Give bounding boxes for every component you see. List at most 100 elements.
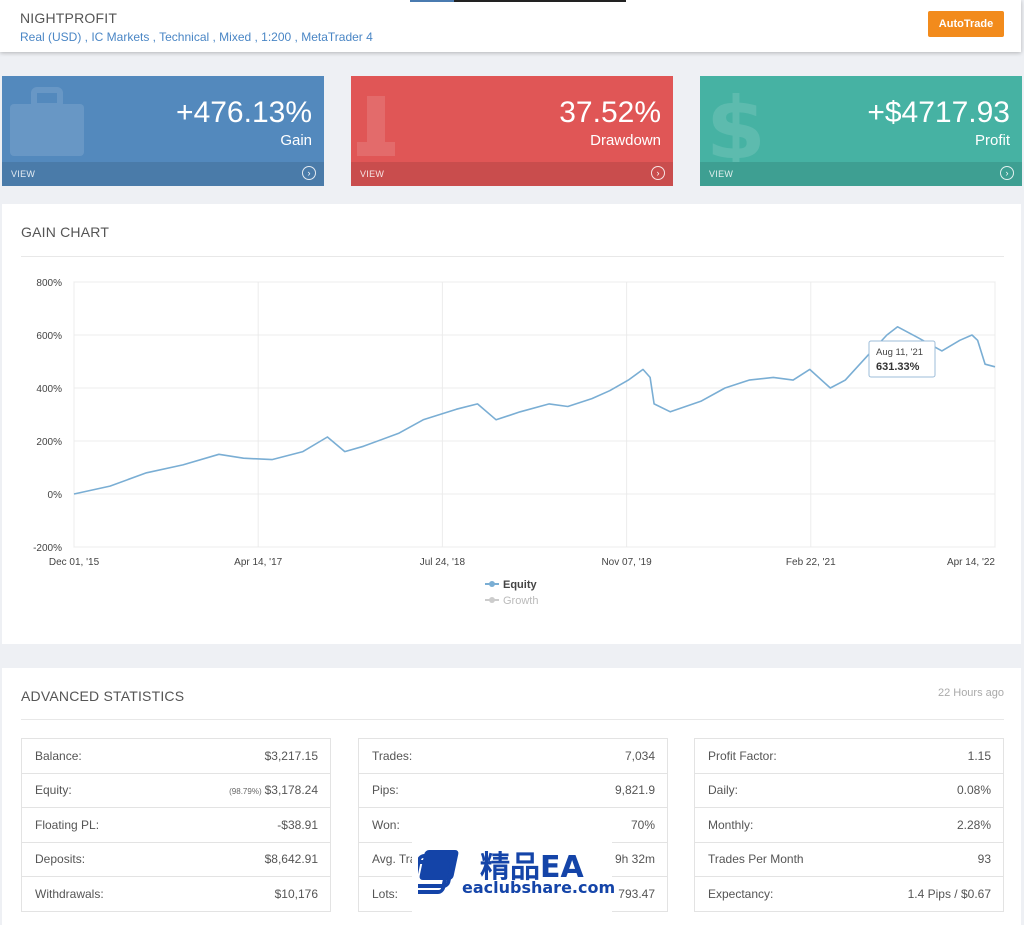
profit-view-link[interactable]: VIEW: [709, 169, 734, 179]
advanced-statistics-title: ADVANCED STATISTICS: [21, 688, 185, 704]
stat-row-monthly: Monthly: 2.28%: [695, 808, 1003, 843]
divider: [21, 719, 1004, 720]
gain-chart-title: GAIN CHART: [21, 224, 110, 240]
drawdown-view-link[interactable]: VIEW: [360, 169, 385, 179]
stat-row-pips: Pips: 9,821.9: [359, 774, 667, 808]
stat-row-deposits: Deposits: $8,642.91: [22, 843, 330, 877]
gain-view-link[interactable]: VIEW: [11, 169, 36, 179]
stats-column-profit-factor: Profit Factor: 1.15 Daily: 0.08% Monthly: 2…: [694, 738, 1004, 912]
stat-label: Daily:: [708, 783, 739, 798]
gain-value: +476.13%: [176, 96, 312, 129]
percent-icon: [357, 96, 395, 156]
stat-label: Trades Per Month: [708, 852, 804, 867]
gain-chart-panel: GAIN CHART 800% 600% 400% 200% 0% -200% Dec 01…: [2, 204, 1021, 644]
stat-label: Deposits:: [35, 852, 86, 867]
autotrade-button[interactable]: AutoTrade: [928, 11, 1004, 37]
y-tick-label: 0%: [48, 490, 63, 501]
legend-marker: [489, 581, 495, 587]
stat-label: Avg. Tra: [372, 852, 417, 867]
stat-label: Floating PL:: [35, 817, 100, 832]
stat-value: $3,217.15: [264, 748, 318, 763]
stat-label: Profit Factor:: [708, 748, 777, 763]
x-tick-label: Dec 01, '15: [49, 557, 100, 568]
stat-label: Monthly:: [708, 817, 754, 832]
legend-label: Growth: [503, 595, 538, 607]
tooltip-value: 631.33%: [876, 361, 920, 373]
stat-value: -$38.91: [277, 817, 318, 832]
briefcase-icon: [10, 87, 84, 156]
y-tick-label: 600%: [36, 331, 62, 342]
x-tick-label: Nov 07, '19: [601, 557, 652, 568]
x-tick-label: Apr 14, '17: [234, 557, 282, 568]
stat-value: 9,821.9: [614, 783, 655, 798]
profit-label: Profit: [974, 132, 1010, 149]
stat-label: Trades:: [372, 748, 413, 763]
tooltip-date: Aug 11, '21: [876, 347, 923, 358]
top-accent-bar: [410, 0, 626, 2]
drawdown-view-footer[interactable]: VIEW ›: [351, 162, 673, 186]
stat-label: Withdrawals:: [35, 886, 104, 901]
stat-row-profit-factor: Profit Factor: 1.15: [695, 739, 1003, 774]
stat-row-trades: Trades: 7,034: [359, 739, 667, 774]
plot-area: [73, 281, 996, 548]
system-name: NIGHTPROFIT: [20, 10, 118, 26]
equity-value: $3,178.24: [264, 783, 318, 798]
x-tick-label: Jul 24, '18: [420, 557, 466, 568]
stat-row-expectancy: Expectancy: 1.4 Pips / $0.67: [695, 877, 1003, 912]
stat-row-withdrawals: Withdrawals: $10,176: [22, 877, 330, 912]
stat-value: 793.47: [618, 886, 655, 901]
stat-value: 1.15: [967, 748, 991, 763]
gain-chart[interactable]: 800% 600% 400% 200% 0% -200% Dec 01, '15 Apr 14…: [2, 204, 1021, 644]
system-subtitle[interactable]: Real (USD) , IC Markets , Technical , Mi…: [20, 30, 373, 44]
x-tick-label: Feb 22, '21: [786, 557, 836, 568]
profit-view-footer[interactable]: VIEW ›: [700, 162, 1022, 186]
chart-tooltip: [868, 340, 936, 378]
profit-value: +$4717.93: [867, 96, 1010, 129]
arrow-right-icon[interactable]: ›: [302, 166, 316, 180]
profit-card[interactable]: $ +$4717.93 Profit VIEW ›: [700, 76, 1022, 186]
gain-label: Gain: [280, 132, 312, 149]
watermark-site-text: eaclubshare.com: [462, 878, 616, 897]
y-tick-label: -200%: [33, 543, 62, 554]
stat-value: $10,176: [274, 886, 318, 901]
stat-value: (98.79%) $3,178.24: [229, 783, 318, 797]
stat-value: 2.28%: [956, 817, 991, 832]
stat-row-balance: Balance: $3,217.15: [22, 739, 330, 774]
stat-row-floating-pl: Floating PL: -$38.91: [22, 808, 330, 843]
drawdown-value: 37.52%: [559, 96, 661, 129]
gain-card[interactable]: +476.13% Gain VIEW ›: [2, 76, 324, 186]
stat-label: Equity:: [35, 783, 72, 798]
arrow-right-icon[interactable]: ›: [651, 166, 665, 180]
stat-value: 7,034: [624, 748, 655, 763]
watermark-main-text: 精品EA: [480, 850, 584, 885]
stat-value: 70%: [630, 817, 655, 832]
equity-line: [73, 326, 996, 495]
book-logo-icon: [418, 850, 459, 894]
stat-value: 0.08%: [956, 783, 991, 798]
svg-text:$: $: [706, 82, 766, 162]
dollar-icon: $: [706, 82, 766, 162]
stat-value: $8,642.91: [264, 852, 318, 867]
divider: [21, 256, 1004, 257]
arrow-right-icon[interactable]: ›: [1000, 166, 1014, 180]
gain-view-footer[interactable]: VIEW ›: [2, 162, 324, 186]
last-updated: 22 Hours ago: [937, 687, 1004, 699]
stat-label: Expectancy:: [708, 886, 774, 901]
stat-row-trades-per-month: Trades Per Month 93: [695, 843, 1003, 877]
drawdown-label: Drawdown: [590, 132, 661, 149]
y-tick-label: 800%: [36, 278, 62, 289]
stat-value: 93: [977, 852, 991, 867]
drawdown-card[interactable]: 37.52% Drawdown VIEW ›: [351, 76, 673, 186]
equity-percent-note: (98.79%): [229, 787, 262, 797]
watermark: 精品EA eaclubshare.com: [412, 828, 616, 925]
system-header: NIGHTPROFIT Real (USD) , IC Markets , Te…: [0, 0, 1021, 52]
stat-row-daily: Daily: 0.08%: [695, 774, 1003, 808]
legend-label: Equity: [503, 579, 537, 591]
stat-label: Pips:: [372, 783, 399, 798]
x-tick-label: Apr 14, '22: [947, 557, 995, 568]
stat-label: Balance:: [35, 748, 82, 763]
stat-row-equity: Equity: (98.79%) $3,178.24: [22, 774, 330, 808]
y-tick-label: 200%: [36, 437, 62, 448]
stat-label: Lots:: [372, 886, 399, 901]
stat-value: 1.4 Pips / $0.67: [907, 886, 991, 901]
